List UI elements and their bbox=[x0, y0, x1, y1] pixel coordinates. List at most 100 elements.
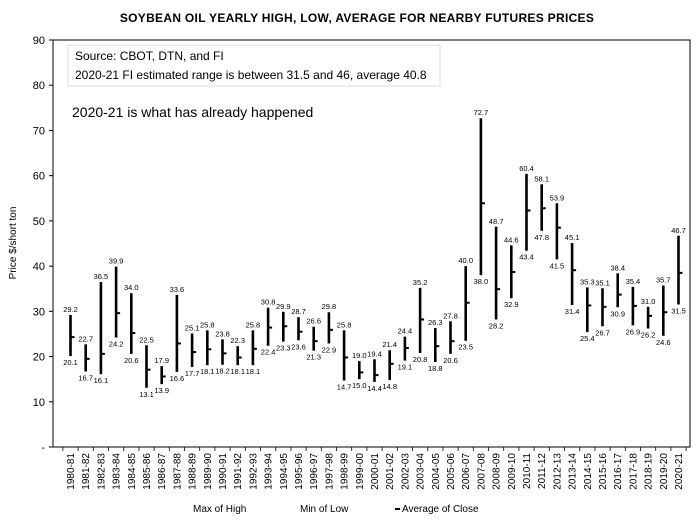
x-tick-label: 2000-01 bbox=[370, 453, 381, 490]
y-tick-label: 80 bbox=[33, 80, 45, 92]
x-tick-label: 2014-15 bbox=[583, 453, 594, 490]
high-data-label: 28.7 bbox=[291, 307, 306, 316]
low-data-label: 31.5 bbox=[671, 307, 686, 316]
annotation-box bbox=[67, 44, 441, 87]
high-data-label: 35.7 bbox=[656, 276, 671, 285]
high-data-label: 48.7 bbox=[489, 217, 504, 226]
y-tick-label: 50 bbox=[33, 216, 45, 228]
low-data-label: 38.0 bbox=[474, 277, 489, 286]
x-tick-label: 2017-18 bbox=[628, 453, 639, 490]
low-data-label: 13.1 bbox=[139, 390, 154, 399]
high-low-bars bbox=[69, 118, 683, 388]
high-data-label: 35.1 bbox=[595, 278, 610, 287]
low-data-label: 14.7 bbox=[337, 383, 352, 392]
y-axis-label: Price $/short ton bbox=[8, 207, 19, 280]
chart-title: SOYBEAN OIL YEARLY HIGH, LOW, AVERAGE FO… bbox=[120, 11, 594, 25]
x-tick-label: 2015-16 bbox=[598, 453, 609, 490]
low-data-label: 14.4 bbox=[367, 384, 382, 393]
legend: Max of High Min of Low Average of Close bbox=[193, 504, 479, 515]
high-data-label: 19.0 bbox=[352, 351, 367, 360]
low-data-label: 22.4 bbox=[261, 348, 276, 357]
high-data-label: 25.1 bbox=[185, 323, 200, 332]
high-data-label: 25.8 bbox=[200, 320, 215, 329]
x-tick-label: 2016-17 bbox=[613, 453, 624, 490]
low-data-label: 47.8 bbox=[534, 233, 549, 242]
high-data-label: 25.8 bbox=[246, 320, 261, 329]
low-data-label: 18.2 bbox=[215, 367, 230, 376]
low-data-label: 20.6 bbox=[443, 356, 458, 365]
low-data-label: 19.1 bbox=[398, 363, 413, 372]
x-tick-label: 1986-87 bbox=[157, 453, 168, 490]
x-tick-label: 2007-08 bbox=[476, 453, 487, 490]
high-data-label: 36.5 bbox=[94, 272, 109, 281]
legend-average-marker bbox=[395, 508, 400, 510]
low-data-label: 23.5 bbox=[458, 343, 473, 352]
low-data-label: 30.9 bbox=[610, 309, 625, 318]
low-data-label: 15.0 bbox=[352, 381, 367, 390]
high-data-label: 29.8 bbox=[322, 302, 337, 311]
low-data-label: 16.7 bbox=[78, 373, 93, 382]
x-tick-label: 2008-09 bbox=[492, 453, 503, 490]
high-data-label: 17.9 bbox=[154, 356, 169, 365]
high-data-label: 22.5 bbox=[139, 335, 154, 344]
high-data-label: 24.4 bbox=[398, 327, 413, 336]
high-data-label: 29.2 bbox=[63, 305, 78, 314]
low-data-label: 20.1 bbox=[63, 358, 78, 367]
low-data-label: 31.4 bbox=[565, 307, 580, 316]
high-data-label: 40.0 bbox=[458, 256, 473, 265]
annotation-estimate: 2020-21 FI estimated range is between 31… bbox=[75, 68, 427, 82]
y-tick-label: 10 bbox=[33, 397, 45, 409]
low-data-label: 41.5 bbox=[550, 261, 565, 270]
low-data-label: 18.1 bbox=[200, 367, 215, 376]
high-data-label: 29.9 bbox=[276, 302, 291, 311]
high-data-label: 38.4 bbox=[610, 263, 625, 272]
y-tick-label: 60 bbox=[33, 171, 45, 183]
high-data-label: 45.1 bbox=[565, 233, 580, 242]
x-tick-label: 1989-90 bbox=[203, 453, 214, 490]
high-data-label: 35.3 bbox=[580, 277, 595, 286]
high-data-label: 27.8 bbox=[443, 311, 458, 320]
x-tick-label: 1998-99 bbox=[340, 453, 351, 490]
x-tick-label: 2011-12 bbox=[537, 453, 548, 489]
x-tick-label: 2012-13 bbox=[552, 453, 563, 490]
x-tick-label: 2005-06 bbox=[446, 453, 457, 490]
y-tick-label: 20 bbox=[33, 352, 45, 364]
legend-max-of-high: Max of High bbox=[193, 504, 246, 515]
x-tick-label: 1988-89 bbox=[188, 453, 199, 490]
low-data-label: 22.9 bbox=[322, 345, 337, 354]
x-tick-label: 2002-03 bbox=[400, 453, 411, 490]
x-tick-label: 1995-96 bbox=[294, 453, 305, 490]
x-tick-label: 2013-14 bbox=[568, 453, 579, 490]
low-data-label: 25.4 bbox=[580, 334, 595, 343]
x-tick-label: 1997-98 bbox=[324, 453, 335, 490]
high-data-label: 35.2 bbox=[413, 278, 428, 287]
high-data-label: 58.1 bbox=[534, 174, 549, 183]
low-data-label: 32.9 bbox=[504, 300, 519, 309]
low-data-label: 21.3 bbox=[306, 353, 321, 362]
x-tick-label: 1987-88 bbox=[172, 453, 183, 490]
low-data-label: 26.7 bbox=[595, 328, 610, 337]
y-tick-label: 70 bbox=[33, 125, 45, 137]
low-data-label: 18.1 bbox=[246, 367, 261, 376]
x-tick-label: 1992-93 bbox=[248, 453, 259, 490]
low-data-label: 23.6 bbox=[291, 342, 306, 351]
annotation-source: Source: CBOT, DTN, and FI bbox=[75, 49, 224, 63]
x-tick-label: 1999-00 bbox=[355, 453, 366, 490]
high-data-label: 60.4 bbox=[519, 164, 534, 173]
legend-min-of-low: Min of Low bbox=[300, 504, 349, 515]
x-tick-label: 1980-81 bbox=[66, 453, 77, 490]
low-data-label: 16.6 bbox=[170, 374, 185, 383]
x-tick-label: 2019-20 bbox=[659, 453, 670, 490]
high-data-label: 25.8 bbox=[337, 320, 352, 329]
y-tick-label: 40 bbox=[33, 261, 45, 273]
x-tick-label: 1984-85 bbox=[127, 453, 138, 490]
x-tick-label: 1983-84 bbox=[112, 453, 123, 490]
x-tick-label: 1990-91 bbox=[218, 453, 229, 490]
high-data-label: 46.7 bbox=[671, 226, 686, 235]
low-data-label: 16.1 bbox=[94, 376, 109, 385]
x-tick-label: 2010-11 bbox=[522, 453, 533, 489]
high-data-label: 21.4 bbox=[382, 340, 397, 349]
high-data-label: 35.4 bbox=[626, 277, 641, 286]
low-data-label: 26.9 bbox=[626, 327, 641, 336]
